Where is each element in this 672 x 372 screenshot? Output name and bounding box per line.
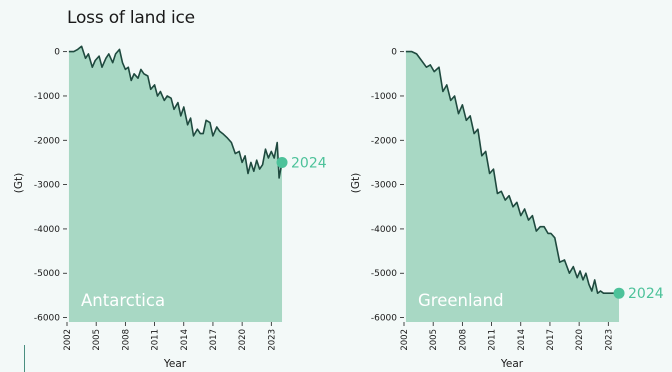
- left-rule: [24, 345, 25, 372]
- x-tick-label: 2008: [121, 329, 131, 351]
- y-tick-label: -6000: [371, 314, 397, 324]
- x-tick-label: 2020: [575, 329, 585, 351]
- y-tick-label: -2000: [34, 136, 60, 146]
- area-fill: [68, 46, 283, 323]
- y-axis-label: (Gt): [350, 173, 362, 193]
- y-tick-label: -5000: [371, 269, 397, 279]
- x-tick-label: 2014: [517, 329, 527, 351]
- x-tick-label: 2023: [267, 329, 277, 351]
- y-tick-label: -3000: [371, 181, 397, 191]
- x-tick-label: 2017: [209, 329, 219, 351]
- x-tick-label: 2011: [151, 329, 161, 351]
- y-axis-label: (Gt): [13, 173, 25, 193]
- x-tick-label: 2008: [458, 329, 468, 351]
- y-tick-label: -1000: [371, 92, 397, 102]
- region-label: Greenland: [418, 291, 504, 310]
- y-tick-label: -6000: [34, 314, 60, 324]
- end-point-marker: [276, 156, 288, 168]
- y-tick-label: 0: [54, 48, 60, 58]
- x-tick-label: 2002: [63, 329, 73, 351]
- x-tick-label: 2014: [180, 329, 190, 351]
- x-axis-label: Year: [163, 358, 187, 370]
- x-tick-label: 2017: [546, 329, 556, 351]
- end-point-marker: [613, 287, 625, 299]
- x-axis-label: Year: [500, 358, 524, 370]
- series-line: [405, 50, 619, 294]
- x-tick-label: 2005: [92, 329, 102, 351]
- x-tick-label: 2023: [604, 329, 614, 351]
- x-tick-label: 2005: [429, 329, 439, 351]
- y-tick-label: -4000: [371, 225, 397, 235]
- y-tick-label: -4000: [34, 225, 60, 235]
- area-fill: [405, 51, 620, 322]
- end-point-label: 2024: [291, 155, 327, 171]
- series-line: [68, 45, 283, 179]
- y-tick-label: -5000: [34, 269, 60, 279]
- region-label: Antarctica: [81, 291, 165, 310]
- y-tick-label: 0: [391, 48, 397, 58]
- x-tick-label: 2011: [488, 329, 498, 351]
- y-tick-label: -2000: [371, 136, 397, 146]
- y-tick-label: -3000: [34, 181, 60, 191]
- end-point-label: 2024: [628, 286, 664, 302]
- page-title: Loss of land ice: [67, 8, 195, 28]
- x-tick-label: 2002: [400, 329, 410, 351]
- x-tick-label: 2020: [238, 329, 248, 351]
- y-tick-label: -1000: [34, 92, 60, 102]
